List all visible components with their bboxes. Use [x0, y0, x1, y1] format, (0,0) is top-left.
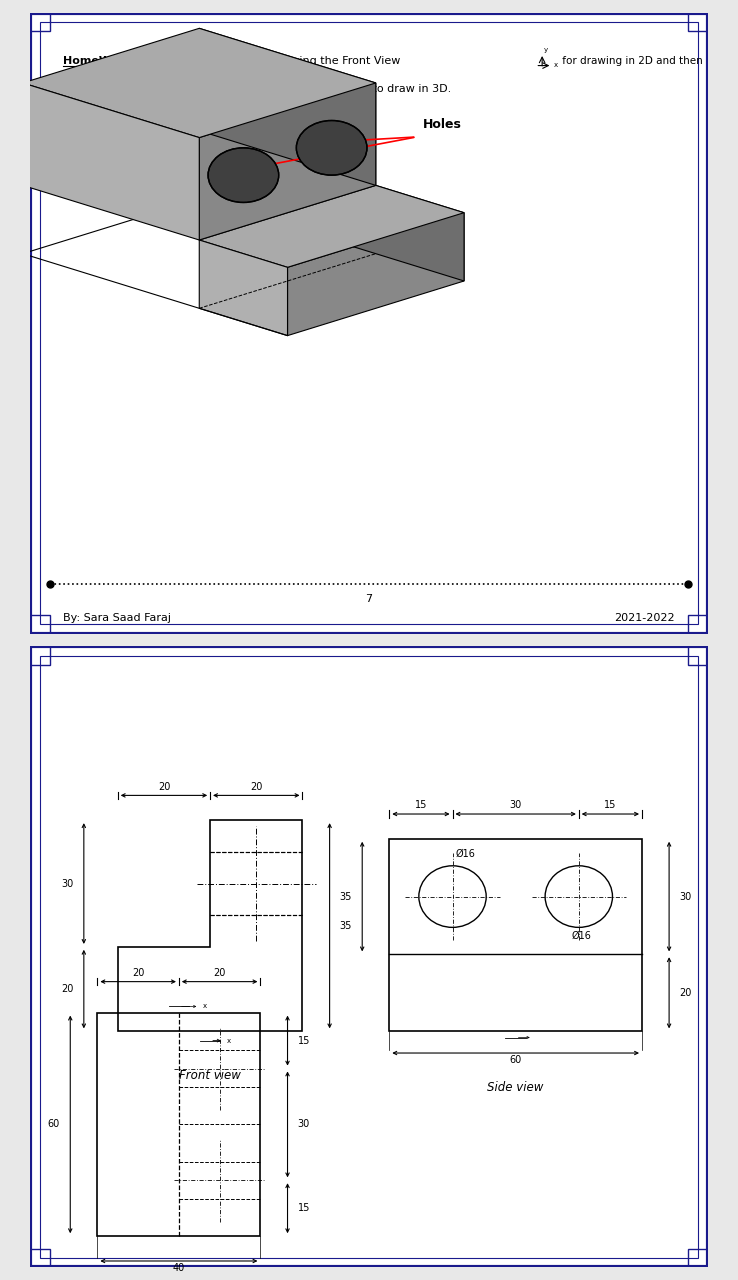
Polygon shape [23, 83, 199, 241]
Text: 20: 20 [132, 968, 145, 978]
Text: 30: 30 [297, 1120, 310, 1129]
Text: z: z [356, 77, 359, 83]
Text: 30: 30 [61, 878, 74, 888]
Text: 2021-2022: 2021-2022 [614, 613, 675, 623]
Ellipse shape [208, 147, 279, 202]
Text: 35: 35 [339, 892, 352, 901]
Text: for drawing in 2D and then: for drawing in 2D and then [559, 56, 703, 67]
Text: Draw the shape below using the Front View: Draw the shape below using the Front Vie… [155, 56, 401, 67]
Text: 20: 20 [61, 984, 74, 995]
Text: 60: 60 [509, 1055, 522, 1065]
Text: 20: 20 [158, 782, 170, 791]
Text: 30: 30 [679, 892, 692, 901]
Text: 20: 20 [213, 968, 226, 978]
Text: 20: 20 [679, 988, 692, 998]
Ellipse shape [297, 120, 367, 175]
Text: x: x [554, 63, 558, 68]
Text: 15: 15 [297, 1203, 310, 1213]
Text: to draw in 3D.: to draw in 3D. [369, 84, 451, 95]
Polygon shape [30, 13, 708, 634]
Text: y: y [544, 47, 548, 52]
Text: x: x [356, 92, 361, 97]
Text: 15: 15 [415, 800, 427, 810]
Text: y: y [344, 74, 348, 81]
Text: 15: 15 [297, 1036, 310, 1046]
Text: 7: 7 [365, 594, 373, 604]
Text: x: x [227, 1038, 231, 1043]
Polygon shape [30, 646, 708, 1267]
Text: x: x [203, 1004, 207, 1010]
Text: 30: 30 [509, 800, 522, 810]
Text: 15: 15 [604, 800, 616, 810]
Text: 60: 60 [48, 1120, 60, 1129]
Text: Ø16: Ø16 [572, 931, 592, 941]
Text: Holes: Holes [424, 118, 462, 131]
Text: 20: 20 [250, 782, 263, 791]
Polygon shape [199, 186, 464, 268]
Text: HomeWork:: HomeWork: [63, 56, 137, 67]
Text: Side view: Side view [488, 1080, 544, 1094]
Text: Front view: Front view [179, 1069, 241, 1082]
Text: Ø16: Ø16 [456, 849, 476, 859]
Text: 40: 40 [173, 1263, 185, 1272]
Text: 35: 35 [339, 920, 352, 931]
Polygon shape [199, 28, 376, 186]
Text: By: Sara Saad Faraj: By: Sara Saad Faraj [63, 613, 171, 623]
Polygon shape [199, 241, 288, 335]
Text: the Southwest Isometric view: the Southwest Isometric view [179, 84, 344, 95]
Polygon shape [199, 131, 464, 282]
Polygon shape [23, 28, 376, 137]
Polygon shape [288, 212, 464, 335]
Polygon shape [199, 83, 376, 241]
